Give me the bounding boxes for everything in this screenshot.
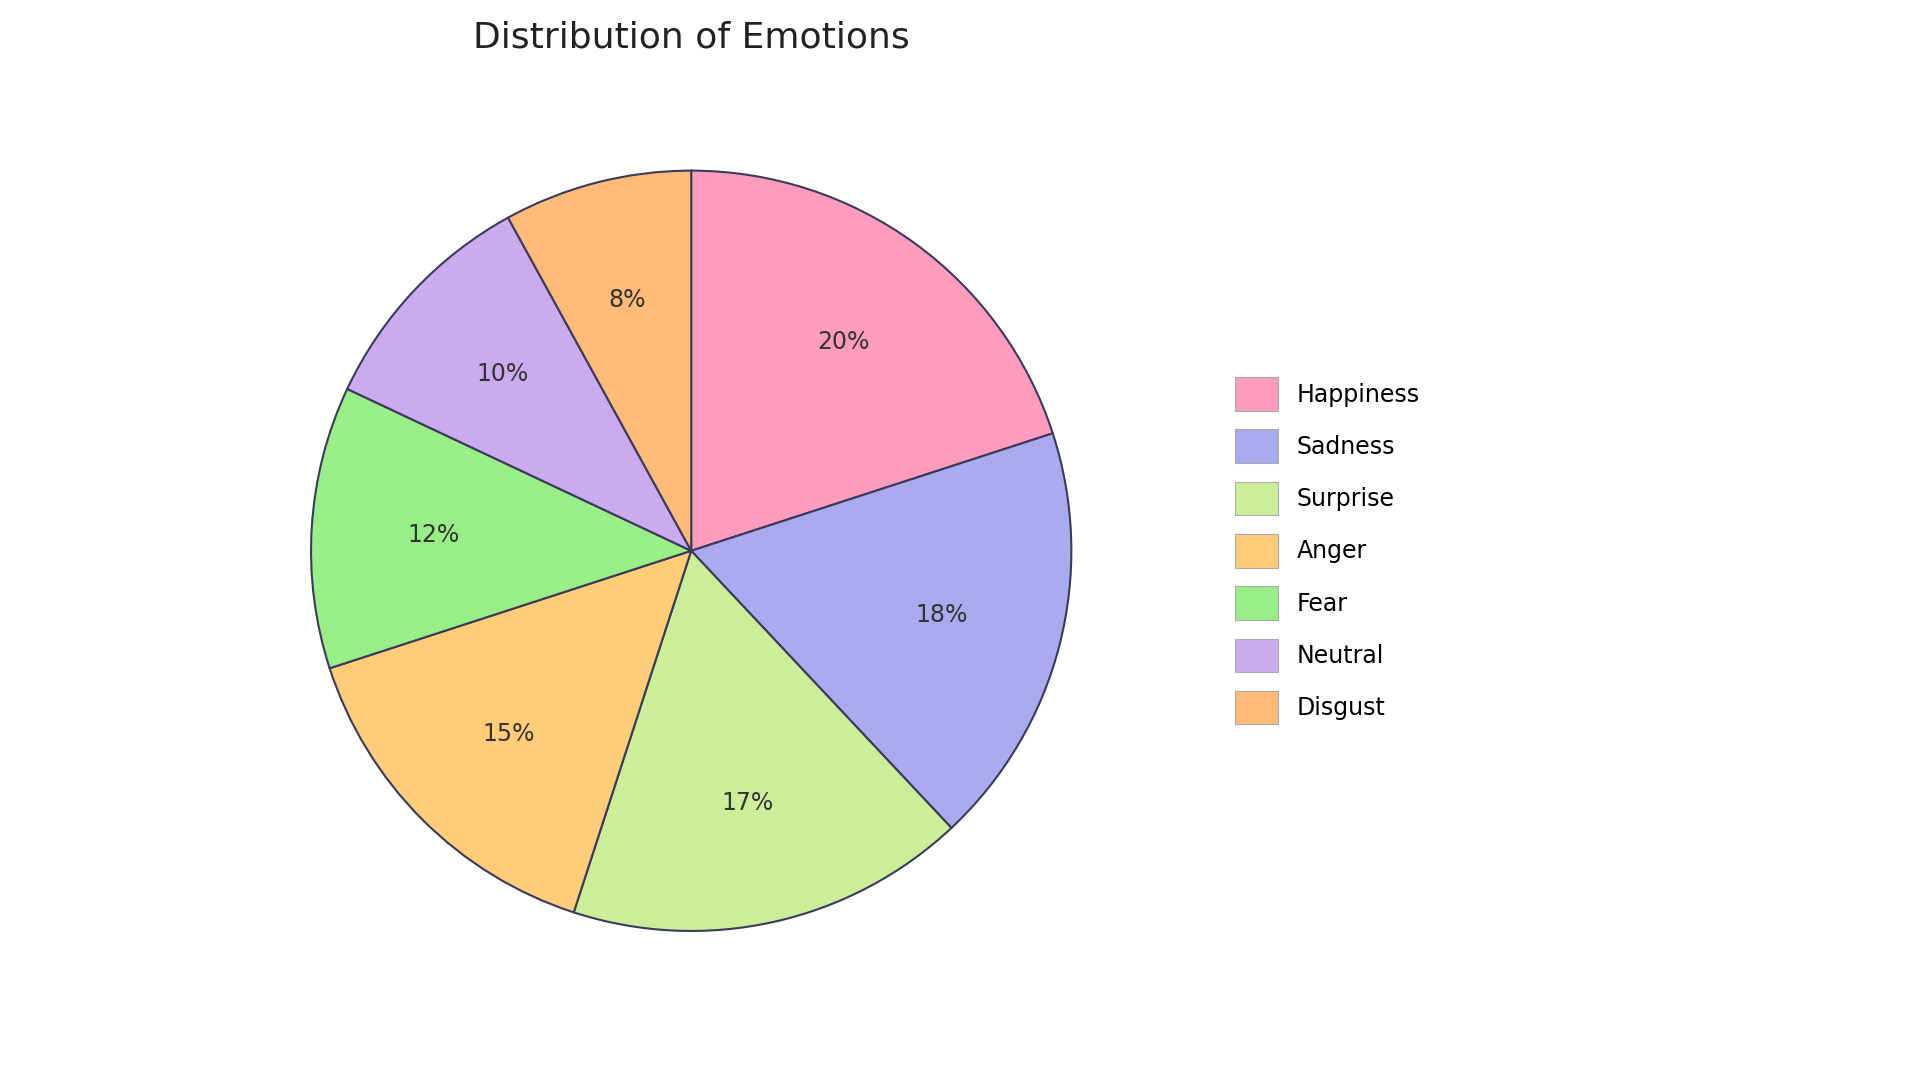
Text: 17%: 17% <box>722 791 774 815</box>
Wedge shape <box>691 171 1052 551</box>
Text: 12%: 12% <box>407 523 459 546</box>
Text: 10%: 10% <box>476 362 528 386</box>
Wedge shape <box>348 218 691 551</box>
Wedge shape <box>330 551 691 913</box>
Text: 18%: 18% <box>916 603 968 627</box>
Legend: Happiness, Sadness, Surprise, Anger, Fear, Neutral, Disgust: Happiness, Sadness, Surprise, Anger, Fea… <box>1225 368 1428 733</box>
Text: 20%: 20% <box>818 329 870 353</box>
Text: 8%: 8% <box>609 288 645 312</box>
Wedge shape <box>574 551 952 931</box>
Wedge shape <box>311 389 691 669</box>
Wedge shape <box>509 171 691 551</box>
Title: Distribution of Emotions: Distribution of Emotions <box>472 21 910 55</box>
Wedge shape <box>691 433 1071 828</box>
Text: 15%: 15% <box>482 721 534 745</box>
